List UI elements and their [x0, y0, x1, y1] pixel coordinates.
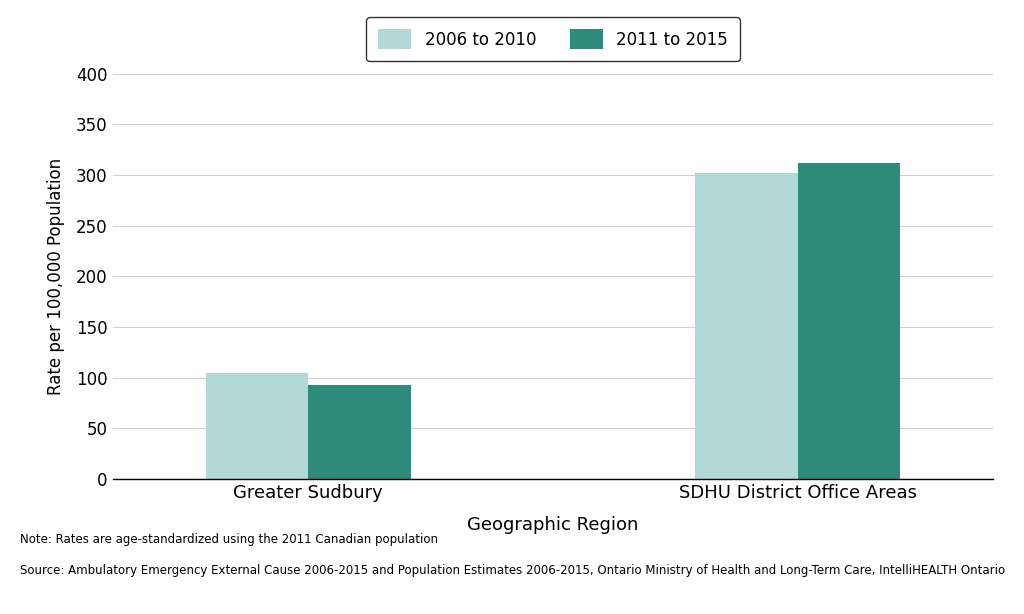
- Legend: 2006 to 2010, 2011 to 2015: 2006 to 2010, 2011 to 2015: [367, 17, 739, 61]
- X-axis label: Geographic Region: Geographic Region: [467, 516, 639, 534]
- Bar: [798, 163, 900, 479]
- Bar: [308, 385, 411, 479]
- Y-axis label: Rate per 100,000 Population: Rate per 100,000 Population: [47, 158, 66, 395]
- Text: Note: Rates are age-standardized using the 2011 Canadian population: Note: Rates are age-standardized using t…: [20, 534, 438, 546]
- Bar: [206, 373, 308, 479]
- Bar: [695, 173, 798, 479]
- Text: Source: Ambulatory Emergency External Cause 2006-2015 and Population Estimates 2: Source: Ambulatory Emergency External Ca…: [20, 564, 1006, 577]
